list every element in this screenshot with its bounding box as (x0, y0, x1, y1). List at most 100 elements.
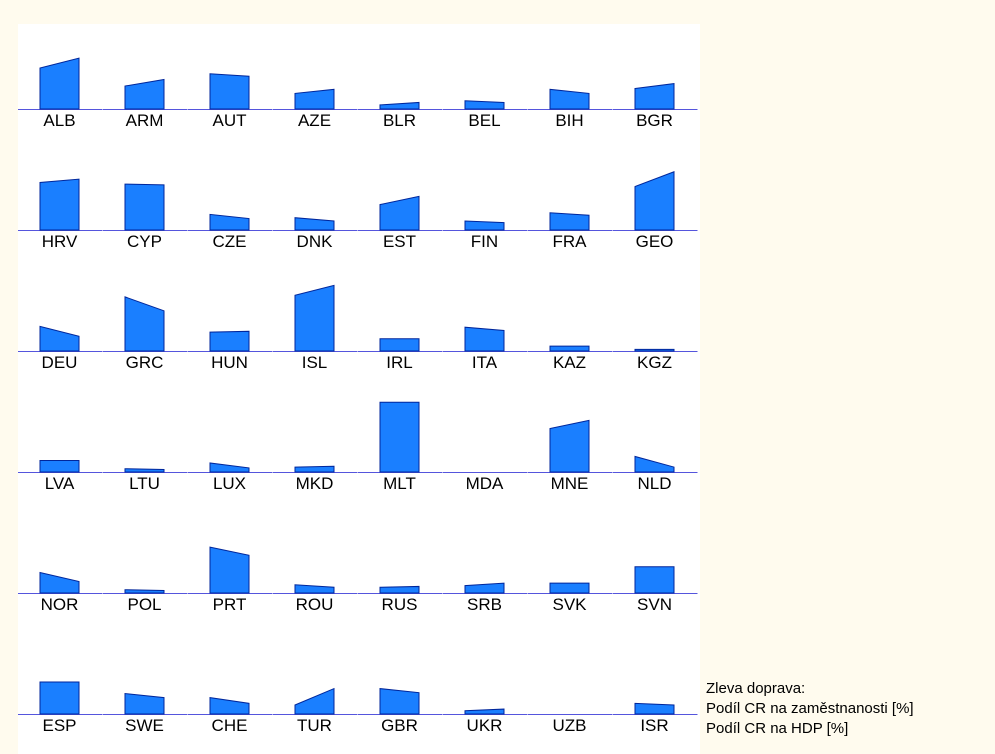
legend-heading: Zleva doprava: (706, 680, 806, 697)
legend-line-1: Podíl CR na zaměstnanosti [%] (706, 700, 914, 717)
cell-deu: DEU (18, 325, 103, 372)
bar-isr (634, 702, 675, 715)
cell-fin: FIN (443, 220, 528, 251)
category-label: GBR (381, 716, 418, 735)
category-label: MDA (466, 474, 504, 493)
bar-lux (209, 462, 250, 473)
chart-panel: ALB ARM AUT AZE BLR BEL BIH BGR HRV CYP CZE DNK EST F… (18, 24, 700, 754)
cell-mkd: MKD (273, 465, 358, 493)
bar-est (379, 195, 420, 231)
category-label: ISL (302, 353, 328, 372)
bar-ita (464, 326, 505, 352)
category-label: GEO (636, 232, 674, 251)
cell-dnk: DNK (273, 217, 358, 251)
bar-cze (209, 213, 250, 231)
bar-svk (549, 582, 590, 594)
cell-svn: SVN (613, 566, 698, 614)
bar-rus (379, 585, 420, 594)
category-label: BEL (468, 111, 500, 130)
small-multiples-chart: ALB ARM AUT AZE BLR BEL BIH BGR HRV CYP CZE DNK EST F… (18, 57, 698, 735)
cell-pol: POL (103, 589, 188, 614)
category-label: FRA (553, 232, 588, 251)
bar-tur (294, 687, 335, 715)
bar-arm (124, 78, 165, 110)
bar-nor (39, 571, 80, 594)
category-label: MKD (296, 474, 334, 493)
bar-aze (294, 88, 335, 110)
cell-rou: ROU (273, 584, 358, 614)
category-label: ISR (640, 716, 668, 735)
bar-cyp (124, 183, 165, 231)
category-label: CZE (213, 232, 247, 251)
cell-ukr: UKR (443, 708, 528, 735)
category-label: ITA (472, 353, 498, 372)
category-label: HRV (42, 232, 78, 251)
cell-esp: ESP (18, 681, 103, 735)
bar-mlt (379, 401, 420, 473)
cell-isr: ISR (613, 702, 698, 735)
bar-grc (124, 296, 165, 352)
category-label: MNE (551, 474, 589, 493)
cell-geo: GEO (613, 171, 698, 251)
cell-lux: LUX (188, 462, 273, 493)
category-label: SVN (637, 595, 672, 614)
category-label: SVK (552, 595, 587, 614)
cell-nld: NLD (613, 455, 698, 493)
category-label: UZB (553, 716, 587, 735)
bar-bih (549, 88, 590, 110)
cell-cze: CZE (188, 213, 273, 251)
category-label: FIN (471, 232, 498, 251)
cell-arm: ARM (103, 78, 188, 130)
bar-mne (549, 419, 590, 473)
cell-cyp: CYP (103, 183, 188, 251)
bar-prt (209, 546, 250, 594)
bar-gbr (379, 688, 420, 715)
cell-fra: FRA (528, 212, 613, 251)
cell-hun: HUN (188, 330, 273, 372)
cell-ita: ITA (443, 326, 528, 372)
bar-fra (549, 212, 590, 231)
cell-est: EST (358, 195, 443, 251)
cell-hrv: HRV (18, 178, 103, 251)
cell-ltu: LTU (103, 468, 188, 493)
bar-che (209, 697, 250, 715)
bar-pol (124, 589, 165, 594)
cell-tur: TUR (273, 687, 358, 735)
category-label: KAZ (553, 353, 586, 372)
cell-gbr: GBR (358, 688, 443, 735)
category-label: EST (383, 232, 416, 251)
category-label: KGZ (637, 353, 672, 372)
bar-rou (294, 584, 335, 594)
cell-irl: IRL (358, 338, 443, 372)
category-label: AZE (298, 111, 331, 130)
cell-blr: BLR (358, 101, 443, 130)
category-label: LTU (129, 474, 160, 493)
cell-alb: ALB (18, 57, 103, 130)
bar-ukr (464, 708, 505, 715)
category-label: POL (127, 595, 161, 614)
category-label: HUN (211, 353, 248, 372)
bar-nld (634, 455, 675, 473)
cell-che: CHE (188, 697, 273, 735)
bar-ltu (124, 468, 165, 473)
category-label: LUX (213, 474, 246, 493)
category-label: LVA (45, 474, 75, 493)
category-label: MLT (383, 474, 416, 493)
category-label: AUT (213, 111, 247, 130)
bar-srb (464, 582, 505, 594)
cell-kgz: KGZ (613, 348, 698, 372)
bar-hrv (39, 178, 80, 231)
cell-bih: BIH (528, 88, 613, 130)
bar-alb (39, 57, 80, 110)
category-label: GRC (126, 353, 164, 372)
cell-mda: MDA (443, 472, 528, 493)
category-label: ALB (43, 111, 75, 130)
cell-aut: AUT (188, 73, 273, 130)
bar-mkd (294, 465, 335, 473)
bar-irl (379, 338, 420, 352)
bar-esp (39, 681, 80, 715)
cell-mne: MNE (528, 419, 613, 493)
category-label: UKR (467, 716, 503, 735)
cell-isl: ISL (273, 284, 358, 372)
bar-geo (634, 171, 675, 231)
